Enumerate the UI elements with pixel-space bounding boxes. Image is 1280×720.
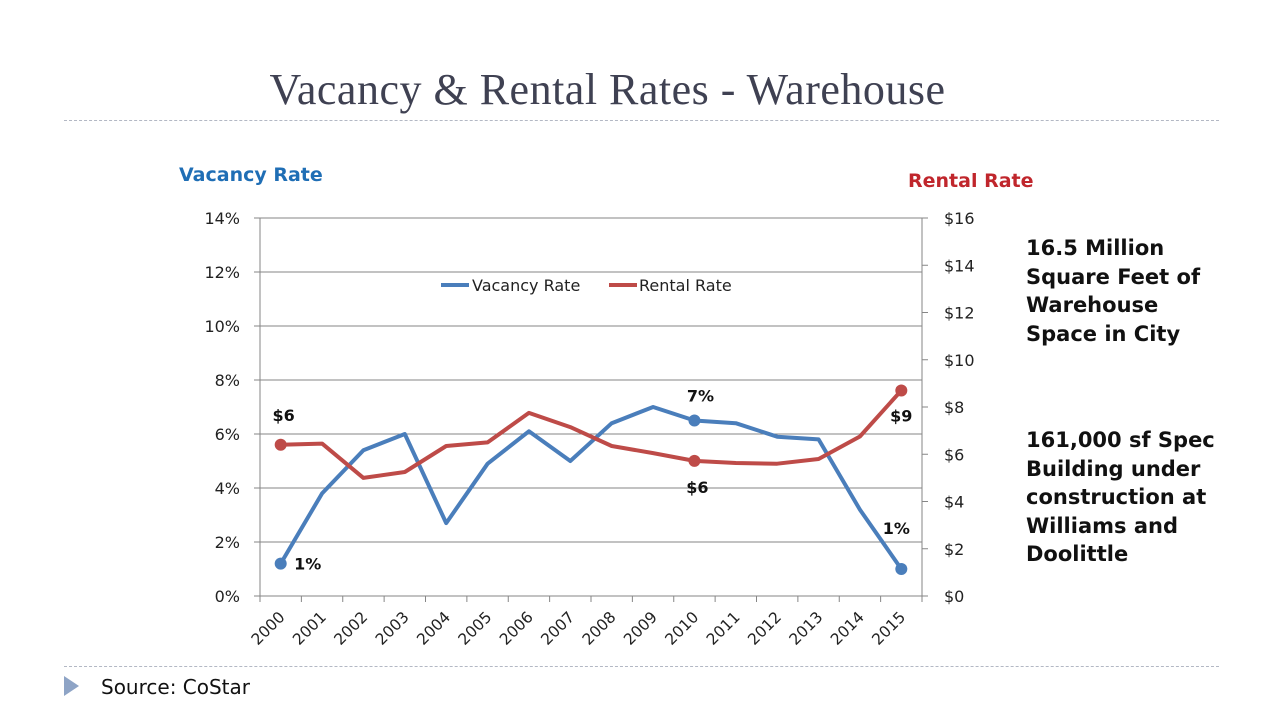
right-axis-tick-label: $4 [944,493,964,512]
x-axis-tick-label: 2002 [331,608,372,649]
left-axis-tick-label: 6% [215,425,240,444]
left-axis-tick-label: 12% [204,263,240,282]
left-axis-tick-label: 10% [204,317,240,336]
right-axis-title: Rental Rate [908,170,1034,192]
x-axis-tick-label: 2004 [413,608,454,649]
left-axis-tick-label: 2% [215,533,240,552]
x-axis-tick-label: 2000 [248,608,289,649]
x-axis-tick-label: 2005 [455,608,496,649]
source-text: Source: CoStar [101,675,251,699]
x-axis-tick-label: 2012 [744,608,785,649]
x-axis-tick-label: 2003 [372,608,413,649]
data-label: 1% [294,555,321,574]
right-axis-tick-label: $2 [944,540,964,559]
right-axis-tick-label: $8 [944,398,964,417]
legend-rental-label: Rental Rate [639,276,732,295]
legend-vacancy-label: Vacancy Rate [472,276,580,295]
title-divider [64,120,1219,121]
left-axis-title: Vacancy Rate [179,164,323,186]
x-axis-tick-label: 2008 [579,608,620,649]
x-axis-tick-label: 2015 [869,608,910,649]
warehouse-space-note: 16.5 Million Square Feet of Warehouse Sp… [1026,236,1201,346]
right-axis-tick-label: $6 [944,445,964,464]
rental-rate-point [895,384,908,397]
x-axis-tick-label: 2007 [538,608,579,649]
left-axis-tick-label: 14% [204,209,240,228]
left-axis-tick-label: 0% [215,587,240,606]
data-label: $6 [273,406,295,425]
data-label: $6 [686,478,708,497]
x-axis-tick-label: 2006 [496,608,537,649]
x-axis-tick-label: 2014 [827,608,868,649]
slide-title: Vacancy & Rental Rates - Warehouse [269,65,946,114]
right-axis-tick-label: $14 [944,256,975,275]
rental-rate-point [688,454,701,467]
vacancy-rate-line [278,405,904,571]
footer-divider [64,666,1219,667]
vacancy-rate-point [688,414,701,427]
x-axis-tick-label: 2009 [620,608,661,649]
x-axis-tick-label: 2011 [703,608,744,649]
data-label: $9 [890,406,912,425]
rental-rate-point [274,438,287,451]
left-axis-tick-label: 4% [215,479,240,498]
right-axis-tick-label: $12 [944,304,975,323]
right-axis-tick-label: $0 [944,587,964,606]
x-axis-tick-label: 2013 [786,608,827,649]
data-label: 1% [883,519,910,538]
left-axis-tick-label: 8% [215,371,240,390]
data-label: 7% [687,387,714,406]
right-axis-tick-label: $16 [944,209,975,228]
spec-building-note: 161,000 sf Spec Building under construct… [1026,428,1215,566]
bullet-arrow-icon [64,676,79,696]
x-axis-tick-label: 2001 [289,608,330,649]
right-axis-tick-label: $10 [944,351,975,370]
vacancy-rate-point [274,557,287,570]
vacancy-rate-point [895,563,908,575]
rental-rate-line [278,388,904,480]
x-axis-tick-label: 2010 [662,608,703,649]
